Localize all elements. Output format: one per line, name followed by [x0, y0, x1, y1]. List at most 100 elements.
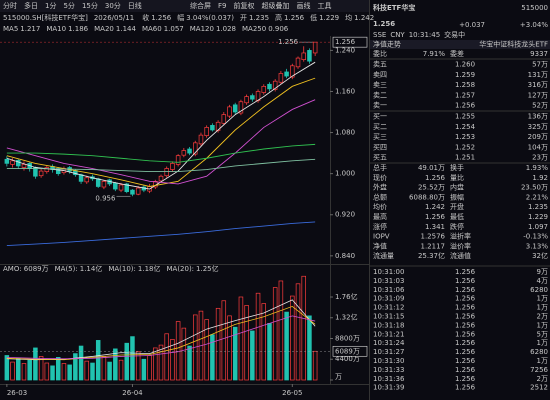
- tick-volume: 1万: [537, 339, 548, 347]
- tick-price: 1.256: [455, 295, 476, 303]
- volume-bar: [90, 362, 95, 381]
- volume-bar: [44, 362, 50, 381]
- tick-volume: 2万: [537, 313, 548, 321]
- stat-label: 流通值: [450, 251, 471, 260]
- book-level: 买三: [373, 133, 387, 141]
- volume-bar: [278, 280, 284, 381]
- tick-price: 1.256: [455, 268, 476, 276]
- tool[interactable]: 超级叠加: [261, 1, 289, 10]
- tool[interactable]: 综合屏: [190, 1, 211, 10]
- volume-bar: [135, 351, 141, 381]
- candle-body: [284, 71, 289, 77]
- volume-bar: [113, 348, 118, 381]
- info-label: 开: [240, 14, 247, 22]
- x-tick-label: 26-04: [122, 389, 143, 397]
- candle-body: [301, 52, 306, 60]
- tick-time: 10:31:33: [373, 366, 404, 374]
- candle-body: [198, 134, 204, 145]
- book-level: 买二: [373, 123, 387, 131]
- candle-body: [164, 168, 169, 177]
- quote-meta: CNY: [390, 31, 405, 39]
- candle-body: [290, 65, 295, 78]
- ma-line: [6, 61, 316, 190]
- book-volume: 52万: [532, 102, 548, 110]
- candle-body: [21, 164, 27, 168]
- tick-volume: 1万: [537, 321, 548, 329]
- tick-time: 10:31:18: [373, 321, 404, 329]
- candle-body: [38, 170, 44, 177]
- vol-ma-value: 1.14亿: [80, 264, 103, 273]
- candle-body: [4, 158, 10, 164]
- stat-value: 1.341: [425, 223, 445, 231]
- tick-volume: 6280: [530, 348, 548, 356]
- volume-bar: [153, 347, 158, 381]
- candle-body: [210, 125, 215, 131]
- tab[interactable]: 日线: [128, 1, 142, 10]
- volume-bar: [50, 365, 55, 381]
- tab[interactable]: 5分: [63, 1, 74, 10]
- volume-bar: [175, 321, 181, 381]
- y-tick-label: 8800万: [335, 334, 360, 342]
- quote-pct: +3.04%: [520, 21, 548, 29]
- y-tick-label: 万: [335, 373, 342, 381]
- stat-label: 现价: [373, 174, 387, 182]
- tab[interactable]: 1分: [45, 1, 56, 10]
- stat-label: 流通量: [373, 251, 394, 260]
- book-volume: 325万: [528, 123, 548, 131]
- vol-ma-name: MA(5):: [55, 265, 78, 273]
- tick-volume: 2万: [537, 375, 548, 383]
- tick-time: 10:31:21: [373, 330, 404, 338]
- stat-label: 量比: [450, 173, 464, 182]
- tool[interactable]: 工具: [317, 2, 331, 10]
- book-volume: 136万: [528, 113, 548, 121]
- stat-label: 内盘: [450, 183, 464, 192]
- stat-label: 净值: [373, 241, 387, 250]
- ma-line: [6, 99, 316, 185]
- tool[interactable]: F9: [218, 2, 226, 10]
- x-tick-label: 26-03: [7, 389, 27, 397]
- symbol: 515000.SH[科技ETF华宝]: [3, 13, 88, 22]
- ma-name: MA5: [3, 25, 18, 33]
- tab[interactable]: 30分: [105, 1, 121, 10]
- candle-body: [158, 175, 164, 182]
- current-price: 1.256: [335, 38, 356, 46]
- ma-name: MA10: [46, 25, 66, 33]
- info-value: 1.229: [319, 14, 339, 22]
- tick-volume: 5万: [537, 330, 548, 338]
- volume-bar: [124, 342, 129, 381]
- tab[interactable]: 分时: [3, 1, 17, 10]
- book-level: 卖一: [373, 102, 387, 110]
- volume-bar: [187, 345, 192, 381]
- volume-bar: [67, 364, 72, 381]
- info-label: 均: [345, 13, 352, 22]
- book-price: 1.253: [455, 133, 475, 141]
- tool[interactable]: 前复权: [233, 1, 254, 10]
- quote-tab[interactable]: 净值走势: [373, 40, 401, 49]
- stat-label: 总手: [373, 163, 387, 172]
- tick-time: 10:31:24: [373, 339, 405, 347]
- book-level: 买四: [373, 143, 387, 151]
- tick-price: 1.256: [455, 357, 476, 365]
- tick-time: 10:31:30: [373, 357, 404, 365]
- tab[interactable]: 多日: [24, 1, 38, 10]
- tool[interactable]: 画线: [296, 1, 310, 10]
- candle-body: [227, 106, 232, 117]
- tab[interactable]: 15分: [82, 1, 98, 10]
- tick-price: 1.256: [455, 313, 476, 321]
- quote-code: 515000: [521, 4, 548, 12]
- y-tick-label: 4400万: [335, 355, 360, 363]
- book-level: 卖三: [373, 81, 387, 89]
- book-volume: 23万: [532, 154, 548, 162]
- candle-body: [193, 142, 198, 155]
- volume-bar: [284, 311, 289, 381]
- candle-body: [312, 41, 318, 54]
- info-value: 1.242: [354, 14, 374, 22]
- low-label: 0.956: [95, 194, 116, 202]
- volume-bar: [21, 363, 27, 381]
- candle-body: [232, 104, 238, 113]
- stat-value: 1.242: [425, 203, 445, 211]
- ma-name: MA250: [242, 25, 266, 33]
- book-price: 1.254: [455, 123, 476, 131]
- toolbar-bg: [0, 0, 369, 12]
- ma-line: [6, 77, 316, 187]
